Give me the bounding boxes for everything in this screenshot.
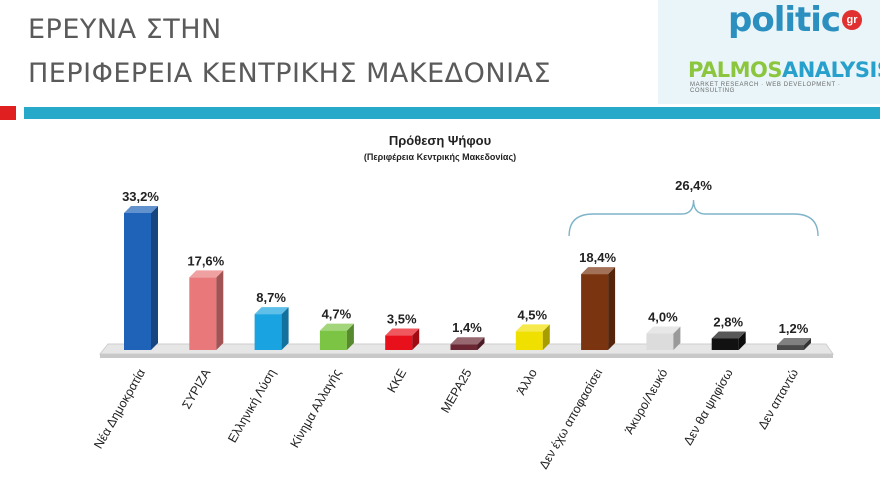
bracket-line bbox=[568, 199, 819, 237]
bar bbox=[189, 270, 224, 350]
bar-side bbox=[151, 206, 158, 350]
bracket-label: 26,4% bbox=[675, 178, 712, 193]
category-label: Άλλο bbox=[514, 366, 540, 397]
politic-gr-badge: gr bbox=[842, 10, 862, 30]
bar bbox=[515, 324, 550, 350]
bar-front bbox=[646, 333, 674, 350]
palmos-logo-part: PALMOS bbox=[688, 58, 782, 82]
value-label: 3,5% bbox=[387, 312, 417, 327]
floor-edge bbox=[100, 354, 833, 358]
bar-front bbox=[515, 331, 543, 350]
value-label: 17,6% bbox=[187, 253, 224, 268]
value-label: 4,0% bbox=[648, 309, 678, 324]
bar-top bbox=[515, 324, 550, 332]
bar bbox=[646, 326, 681, 350]
analysis-logo-part: ANALYSIS bbox=[781, 58, 880, 82]
bar-top bbox=[450, 337, 485, 345]
bar-front bbox=[189, 277, 217, 350]
page-title-line2: ΠΕΡΙΦΕΡΕΙΑ ΚΕΝΤΡΙΚΗΣ ΜΑΚΕΔΟΝΙΑΣ bbox=[28, 58, 552, 89]
bar-top bbox=[581, 267, 616, 275]
value-label: 1,4% bbox=[452, 320, 482, 335]
chart-title: Πρόθεση Ψήφου bbox=[388, 133, 492, 148]
bar-side bbox=[346, 323, 354, 350]
chart-subtitle: (Περιφέρεια Κεντρικής Μακεδονίας) bbox=[363, 152, 517, 162]
palmos-analysis-logo: PALMOSANALYSIS bbox=[688, 58, 880, 82]
chart-category-labels: Νέα Δημοκρατία ΣΥΡΙΖΑ Ελληνική Λύση Κίνημα … bbox=[91, 366, 801, 472]
page-title-line1: ΕΡΕΥΝΑ ΣΤΗΝ bbox=[28, 14, 222, 45]
bar-top bbox=[777, 338, 811, 346]
bar bbox=[581, 267, 616, 350]
bar-top bbox=[711, 331, 746, 339]
chart-bars bbox=[124, 206, 811, 350]
bar bbox=[319, 323, 354, 350]
bar-top bbox=[124, 206, 158, 213]
value-label: 18,4% bbox=[579, 250, 616, 265]
category-label: Άκυρο/Λευκό bbox=[622, 366, 671, 436]
category-label: Κίνημα Αλλαγής bbox=[288, 367, 344, 451]
bar-side bbox=[216, 270, 224, 350]
header-divider-bar bbox=[24, 107, 880, 119]
bar-front bbox=[777, 345, 804, 350]
category-label: Νέα Δημοκρατία bbox=[91, 367, 148, 452]
category-label: ΣΥΡΙΖΑ bbox=[179, 366, 213, 412]
undecided-bracket: 26,4% bbox=[568, 178, 819, 237]
value-label: 4,5% bbox=[517, 307, 547, 322]
category-label: ΜΕΡΑ25 bbox=[438, 366, 474, 415]
bar-front bbox=[711, 338, 739, 350]
category-label: Δεν απαντώ bbox=[755, 366, 801, 432]
value-label: 1,2% bbox=[779, 321, 809, 336]
value-label: 8,7% bbox=[256, 290, 286, 305]
bar-side bbox=[281, 307, 289, 350]
bar-top bbox=[385, 328, 420, 336]
bar-front bbox=[254, 314, 282, 350]
bar bbox=[385, 328, 420, 350]
bar-side bbox=[477, 337, 485, 350]
bar-front bbox=[385, 335, 413, 350]
bar bbox=[254, 307, 289, 350]
bar-top bbox=[319, 323, 354, 331]
bar-side bbox=[673, 326, 681, 350]
bar-front bbox=[581, 274, 609, 350]
value-label: 4,7% bbox=[322, 307, 352, 322]
accent-square bbox=[0, 106, 16, 120]
category-label: Ελληνική Λύση bbox=[225, 366, 278, 445]
bar-front bbox=[450, 344, 478, 350]
bar-top bbox=[646, 326, 681, 334]
bar bbox=[124, 206, 158, 350]
value-label: 2,8% bbox=[713, 314, 743, 329]
category-label: Δεν θα ψηφίσω bbox=[681, 366, 736, 447]
bar bbox=[711, 331, 746, 350]
bar-side bbox=[804, 338, 811, 350]
bar-side bbox=[412, 328, 420, 350]
bar-top bbox=[254, 307, 289, 315]
politic-logo: politic bbox=[728, 0, 841, 40]
bar-side bbox=[542, 324, 550, 350]
bar bbox=[777, 338, 811, 350]
bar-side bbox=[738, 331, 746, 350]
value-label: 33,2% bbox=[122, 189, 159, 204]
bar-top bbox=[189, 270, 224, 278]
category-label: ΚΚΕ bbox=[385, 367, 410, 396]
bar-front bbox=[319, 330, 347, 350]
chart-value-labels: 33,2% 17,6% 8,7% 4,7% 3,5% 1,4% 4,5% 18,4% 4,0% 2… bbox=[122, 189, 809, 336]
bar-side bbox=[608, 267, 616, 350]
palmos-tagline: MARKET RESEARCH · WEB DEVELOPMENT · CONS… bbox=[690, 82, 841, 94]
bar bbox=[450, 337, 485, 350]
bar-front bbox=[124, 213, 151, 350]
category-label: Δεν έχω αποφασίσει bbox=[536, 366, 605, 471]
